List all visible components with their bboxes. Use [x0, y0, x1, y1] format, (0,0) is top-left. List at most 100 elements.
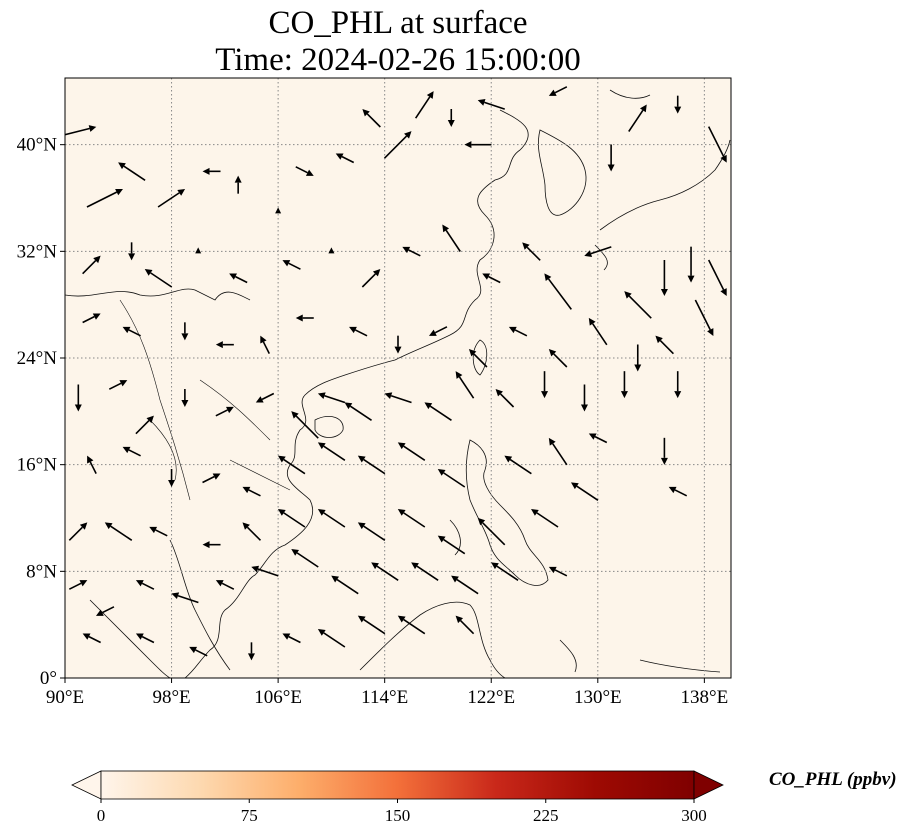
wind-arrow: [455, 615, 475, 635]
wind-arrow: [202, 473, 221, 484]
wind-arrow: [620, 371, 628, 399]
wind-arrow: [384, 392, 412, 404]
coastline-asia-mainland: [65, 109, 529, 678]
wind-arrow: [707, 126, 727, 163]
coastline-borneo: [359, 601, 506, 678]
wind-arrow: [82, 633, 101, 644]
wind-arrow: [674, 371, 682, 399]
axis-ticks: 90°E 98°E 106°E 114°E 122°E 130°E 138°E 0° 8°N 16…: [17, 135, 729, 708]
lon-tick-label: 114°E: [361, 687, 408, 708]
wind-arrow: [275, 207, 282, 214]
wind-arrow: [531, 509, 559, 528]
wind-arrow: [344, 402, 372, 421]
wind-arrow: [660, 437, 668, 465]
lon-tick-label: 130°E: [574, 687, 622, 708]
wind-arrow: [491, 562, 519, 581]
wind-arrow: [687, 246, 695, 283]
colorbar-label: CO_PHL (ppbv): [769, 769, 897, 790]
wind-arrow: [234, 175, 242, 194]
colorbar-extend-min: [71, 770, 102, 800]
wind-arrow: [668, 486, 688, 497]
wind-arrow: [95, 606, 115, 616]
colorbar-extend-max: [693, 770, 724, 800]
coastline-taiwan: [472, 339, 488, 376]
wind-arrow: [282, 633, 301, 644]
coastline-philippines: [449, 439, 549, 586]
wind-arrow: [168, 469, 176, 487]
wind-arrow: [548, 349, 568, 368]
wind-arrow: [634, 344, 642, 372]
wind-arrow: [464, 141, 492, 149]
lat-tick-label: 40°N: [17, 135, 58, 156]
wind-arrow: [371, 562, 399, 581]
colorbar-tick-label: 225: [533, 806, 559, 825]
wind-arrow: [277, 509, 306, 528]
wind-arrow: [144, 269, 173, 288]
gridlines: [65, 78, 731, 678]
wind-arrow: [437, 469, 466, 488]
wind-arrow: [335, 153, 355, 164]
wind-arrow: [74, 384, 82, 412]
lon-tick-label: 138°E: [681, 687, 729, 708]
wind-arrow: [215, 406, 234, 417]
wind-arrow: [508, 326, 528, 337]
country-borders: [119, 299, 291, 501]
coastline-malay: [89, 539, 231, 678]
wind-arrow: [694, 299, 714, 336]
wind-arrow: [397, 615, 426, 635]
wind-arrow: [128, 242, 136, 261]
wind-arrow: [495, 389, 515, 408]
wind-arrow: [482, 273, 501, 284]
wind-arrow: [242, 522, 262, 541]
coastline-sulawesi: [559, 639, 721, 673]
wind-arrow: [477, 517, 506, 546]
wind-arrow: [202, 167, 221, 175]
wind-arrow: [455, 371, 475, 399]
wind-arrow: [317, 392, 346, 404]
colorbar-tick-label: 75: [241, 806, 258, 825]
wind-arrow: [291, 411, 319, 439]
wind-arrow: [122, 326, 141, 337]
lat-tick-label: 0°: [40, 668, 57, 689]
wind-arrow: [260, 335, 271, 355]
wind-arrow: [255, 392, 275, 403]
wind-arrow: [628, 104, 647, 132]
lon-tick-label: 122°E: [467, 687, 515, 708]
wind-arrow: [135, 580, 155, 590]
wind-arrow: [437, 535, 466, 555]
wind-arrow: [331, 575, 359, 595]
wind-arrow: [108, 380, 128, 390]
wind-arrow: [477, 99, 505, 110]
wind-arrow: [86, 189, 123, 208]
wind-arrow: [357, 615, 386, 635]
wind-arrow: [171, 592, 199, 604]
colorbar: 0 75 150 225 300: [71, 770, 724, 825]
wind-arrow: [317, 442, 346, 461]
wind-arrow: [295, 314, 314, 322]
map-time-subtitle: Time: 2024-02-26 15:00:00: [215, 42, 581, 78]
wind-arrow: [242, 486, 261, 497]
wind-arrow: [251, 565, 279, 577]
wind-arrow: [229, 273, 248, 284]
wind-arrow: [118, 162, 146, 181]
wind-arrow: [295, 166, 314, 176]
wind-arrow: [277, 455, 306, 475]
map-background: [65, 78, 731, 678]
lon-tick-label: 106°E: [254, 687, 302, 708]
wind-arrow: [317, 629, 346, 648]
wind-arrow: [82, 255, 101, 275]
wind-arrow: [660, 260, 668, 296]
wind-arrow: [624, 291, 652, 319]
wind-arrow: [414, 91, 434, 119]
wind-arrow: [104, 522, 133, 541]
wind-arrow: [607, 144, 615, 172]
coastline-hainan: [314, 416, 344, 438]
wind-arrow: [655, 335, 674, 355]
wind-arrow: [362, 109, 381, 128]
lat-tick-label: 32°N: [17, 241, 58, 262]
lat-tick-label: 24°N: [17, 348, 58, 369]
wind-arrow: [424, 402, 452, 421]
wind-arrow: [588, 317, 608, 346]
wind-arrow: [189, 646, 208, 657]
colorbar-tick-label: 150: [385, 806, 411, 825]
